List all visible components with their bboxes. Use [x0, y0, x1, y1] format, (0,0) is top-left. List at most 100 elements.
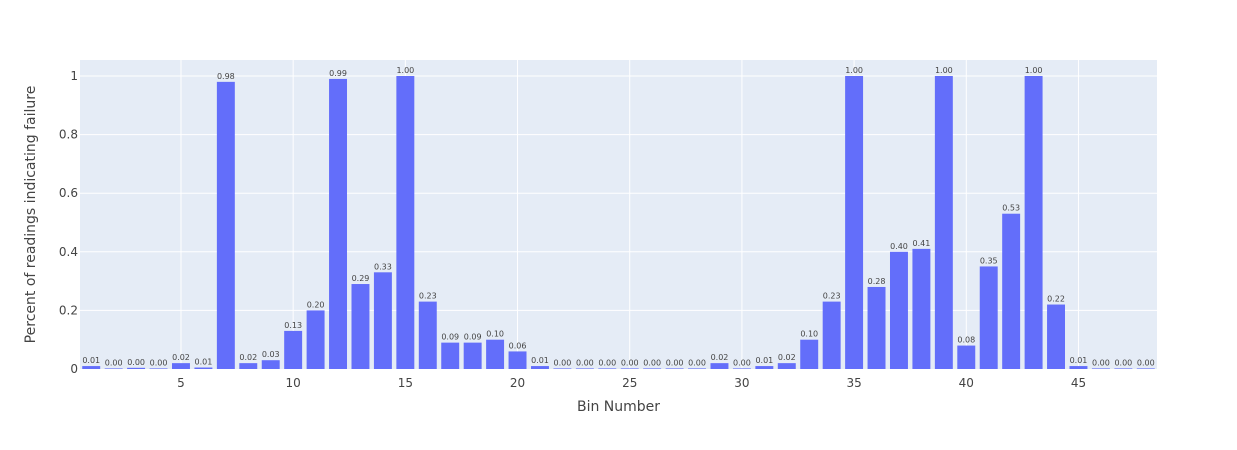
bar — [688, 368, 707, 369]
bar-data-label: 0.33 — [374, 262, 392, 271]
bar-data-label: 0.01 — [195, 358, 213, 367]
bar — [171, 363, 190, 369]
bar-data-label: 0.00 — [733, 358, 751, 367]
x-axis-title: Bin Number — [577, 399, 660, 415]
bar-data-label: 0.06 — [509, 341, 527, 350]
bar-data-label: 0.00 — [666, 358, 684, 367]
bar — [1024, 76, 1043, 369]
bar-data-label: 1.00 — [1025, 66, 1043, 75]
plot-background — [80, 60, 1157, 369]
bar — [104, 368, 123, 369]
bar-data-label: 0.02 — [239, 353, 257, 362]
bar — [261, 360, 280, 369]
bar-data-label: 0.02 — [711, 353, 729, 362]
bar-data-label: 0.00 — [1114, 358, 1132, 367]
bar — [934, 76, 953, 369]
y-tick-label: 1 — [70, 69, 78, 83]
bar-data-label: 0.09 — [464, 333, 482, 342]
bar — [530, 366, 549, 369]
bars — [82, 76, 1155, 370]
bar-data-label: 0.00 — [554, 358, 572, 367]
x-tick-label: 40 — [959, 376, 974, 390]
bar-data-label: 0.29 — [352, 274, 370, 283]
bar — [239, 363, 258, 369]
bar — [463, 342, 482, 369]
bar — [396, 76, 415, 369]
y-axis-ticks: 0 0.2 0.4 0.6 0.8 1 — [59, 69, 78, 376]
bar-data-label: 0.00 — [688, 358, 706, 367]
bar-data-label: 0.00 — [150, 358, 168, 367]
x-tick-label: 30 — [734, 376, 749, 390]
bar-data-label: 0.00 — [621, 358, 639, 367]
bar-data-label: 0.01 — [531, 356, 549, 365]
bar — [127, 367, 146, 369]
bar — [486, 339, 505, 369]
bar — [1047, 304, 1066, 369]
bar-data-label: 0.02 — [778, 353, 796, 362]
y-tick-label: 0.6 — [59, 186, 78, 200]
bar-data-label: 0.00 — [1092, 358, 1110, 367]
bar-data-label: 0.09 — [441, 333, 459, 342]
bar — [1069, 366, 1088, 369]
bar-data-label: 0.10 — [800, 330, 818, 339]
bar — [329, 78, 348, 370]
x-tick-label: 5 — [177, 376, 185, 390]
x-tick-label: 20 — [510, 376, 525, 390]
bar-data-label: 0.03 — [262, 350, 280, 359]
bar-data-label: 0.53 — [1002, 204, 1020, 213]
y-axis-title: Percent of readings indicating failure — [23, 86, 39, 344]
bar-data-label: 0.00 — [576, 358, 594, 367]
y-tick-label: 0.8 — [59, 128, 78, 142]
y-tick-label: 0.4 — [59, 245, 78, 259]
bar-data-label: 0.00 — [643, 358, 661, 367]
bar-data-label: 0.00 — [127, 358, 145, 367]
x-tick-label: 15 — [398, 376, 413, 390]
bar — [306, 310, 325, 369]
bar — [845, 76, 864, 369]
bar-labels: 0.01 0.00 0.00 0.00 0.02 0.01 0.98 0.02 0.03 0.13… — [82, 66, 1154, 367]
bar-data-label: 0.02 — [172, 353, 190, 362]
bar-data-label: 0.08 — [957, 336, 975, 345]
bar — [957, 345, 976, 369]
bar — [732, 368, 751, 369]
bar — [216, 81, 235, 370]
bar — [373, 272, 392, 369]
bar — [194, 367, 213, 369]
bar — [755, 366, 774, 369]
bar-data-label: 0.41 — [913, 239, 931, 248]
bar — [867, 286, 886, 369]
bar — [665, 368, 684, 369]
x-axis-ticks: 5 10 15 20 25 30 35 40 45 — [177, 376, 1086, 390]
bar-data-label: 0.00 — [598, 358, 616, 367]
bar-data-label: 0.10 — [486, 330, 504, 339]
bar-data-label: 0.28 — [868, 277, 886, 286]
bar — [710, 363, 729, 369]
bar-data-label: 0.01 — [82, 356, 100, 365]
bar — [418, 301, 437, 369]
bar-data-label: 0.99 — [329, 69, 347, 78]
bar — [889, 251, 908, 369]
bar-data-label: 0.23 — [419, 292, 437, 301]
bar — [508, 351, 527, 369]
bar — [1002, 213, 1021, 369]
bar — [1114, 368, 1133, 369]
bar-data-label: 0.20 — [307, 300, 325, 309]
bar — [777, 363, 796, 369]
bar-data-label: 1.00 — [396, 66, 414, 75]
x-tick-label: 10 — [286, 376, 301, 390]
bar — [912, 248, 931, 369]
bar-data-label: 0.00 — [105, 358, 123, 367]
bar — [643, 368, 662, 369]
bar-data-label: 0.00 — [1137, 358, 1155, 367]
bar — [351, 284, 370, 369]
x-tick-label: 35 — [846, 376, 861, 390]
bar-data-label: 0.01 — [1070, 356, 1088, 365]
bar — [82, 366, 101, 369]
bar — [620, 368, 639, 369]
bar-data-label: 0.01 — [755, 356, 773, 365]
bar-data-label: 0.13 — [284, 321, 302, 330]
bar — [284, 330, 303, 369]
bar-data-label: 0.22 — [1047, 295, 1065, 304]
x-tick-label: 45 — [1071, 376, 1086, 390]
bar — [1091, 368, 1110, 369]
